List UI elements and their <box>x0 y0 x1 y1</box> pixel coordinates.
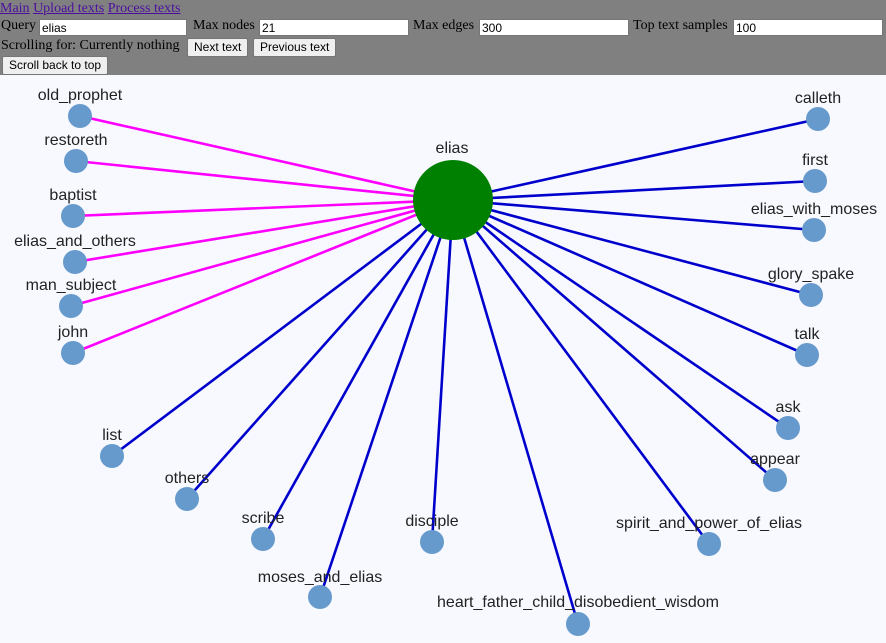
edge-others <box>186 199 454 500</box>
node-label-scribe: scribe <box>242 510 285 527</box>
edge-elias-and-others <box>74 198 454 264</box>
max-nodes-input[interactable] <box>259 19 409 36</box>
edge-restoreth <box>75 159 454 202</box>
edge-glory-spake <box>452 198 812 297</box>
node-list[interactable] <box>100 444 124 468</box>
node-label-talk: talk <box>795 326 821 343</box>
node-label-old-prophet: old_prophet <box>38 87 123 104</box>
node-others[interactable] <box>175 487 199 511</box>
edge-first <box>452 179 816 202</box>
edge-appear <box>452 199 776 481</box>
edge-man-subject <box>70 198 454 308</box>
node-disciple[interactable] <box>420 530 444 554</box>
nav-links: Main Upload texts Process texts <box>0 1 180 17</box>
graph-labels: elias old_prophet restoreth baptist elias_an… <box>14 87 877 611</box>
node-baptist[interactable] <box>61 204 85 228</box>
node-label-ask: ask <box>776 399 802 416</box>
node-label-center: elias <box>436 140 469 157</box>
toolbar: Main Upload texts Process texts Query Ma… <box>0 0 886 75</box>
scroll-back-to-top-button[interactable]: Scroll back to top <box>2 56 109 75</box>
node-label-moses-and-elias: moses_and_elias <box>258 569 383 586</box>
top-samples-label: Top text samples <box>633 18 728 33</box>
query-row: Query Max nodes Max edges Top text sampl… <box>0 18 886 37</box>
node-talk[interactable] <box>795 343 819 367</box>
node-label-john: john <box>57 324 88 341</box>
word-graph: elias old_prophet restoreth baptist elias_an… <box>14 87 877 636</box>
edge-john <box>72 198 454 355</box>
edge-spirit-and-power-of-elias <box>451 199 711 545</box>
node-label-calleth: calleth <box>795 90 841 107</box>
node-restoreth[interactable] <box>64 149 88 173</box>
max-edges-input[interactable] <box>479 19 629 36</box>
scroll-top-row: Scroll back to top <box>0 56 886 75</box>
edge-baptist <box>72 198 454 218</box>
nav-link-main[interactable]: Main <box>0 1 30 16</box>
node-label-heart-father-child-disobedient-wisdom: heart_father_child_disobedient_wisdom <box>437 594 719 611</box>
node-label-elias-with-moses: elias_with_moses <box>751 201 877 218</box>
query-label: Query <box>1 18 36 33</box>
query-input[interactable] <box>39 19 187 36</box>
node-label-appear: appear <box>750 451 800 468</box>
max-nodes-label: Max nodes <box>193 18 255 33</box>
edge-talk <box>452 198 808 357</box>
node-spirit-and-power-of-elias[interactable] <box>697 532 721 556</box>
node-label-others: others <box>165 470 209 487</box>
node-heart-father-child-disobedient-wisdom[interactable] <box>566 612 590 636</box>
node-label-glory-spake: glory_spake <box>768 266 854 283</box>
next-text-button[interactable]: Next text <box>187 38 249 57</box>
node-label-spirit-and-power-of-elias: spirit_and_power_of_elias <box>616 515 802 532</box>
node-glory-spake[interactable] <box>799 283 823 307</box>
top-samples-input[interactable] <box>733 19 883 36</box>
edge-list <box>111 198 454 458</box>
max-edges-label: Max edges <box>413 18 475 33</box>
edge-moses-and-elias <box>318 199 455 598</box>
node-label-list: list <box>102 427 122 444</box>
node-appear[interactable] <box>763 468 787 492</box>
node-label-elias-and-others: elias_and_others <box>14 233 136 250</box>
node-man-subject[interactable] <box>59 294 83 318</box>
node-john[interactable] <box>61 341 85 365</box>
edge-disciple <box>430 199 455 543</box>
scrolling-status: Scrolling for: Currently nothing <box>1 38 180 53</box>
node-scribe[interactable] <box>251 527 275 551</box>
node-label-disciple: disciple <box>405 513 458 530</box>
edge-elias-with-moses <box>452 198 815 232</box>
node-label-restoreth: restoreth <box>44 132 107 149</box>
graph-edges <box>70 114 819 625</box>
node-elias-with-moses[interactable] <box>802 218 826 242</box>
edge-ask <box>452 198 789 430</box>
nav-link-upload-texts[interactable]: Upload texts <box>33 1 105 16</box>
node-first[interactable] <box>803 169 827 193</box>
edge-calleth <box>452 117 819 202</box>
node-elias-and-others[interactable] <box>63 250 87 274</box>
edge-heart-father-child-disobedient-wisdom <box>451 199 580 625</box>
node-calleth[interactable] <box>806 107 830 131</box>
node-old-prophet[interactable] <box>68 104 92 128</box>
node-label-first: first <box>802 152 828 169</box>
graph-nodes <box>59 104 830 636</box>
node-label-man-subject: man_subject <box>26 277 117 294</box>
node-center[interactable] <box>413 160 493 240</box>
node-ask[interactable] <box>776 416 800 440</box>
nav-link-process-texts[interactable]: Process texts <box>107 1 181 16</box>
node-label-baptist: baptist <box>49 187 97 204</box>
previous-text-button[interactable]: Previous text <box>253 38 337 57</box>
edge-scribe <box>261 199 455 540</box>
node-moses-and-elias[interactable] <box>308 585 332 609</box>
scroll-row: Scrolling for: Currently nothing Next te… <box>0 37 886 57</box>
edge-old-prophet <box>79 114 454 202</box>
